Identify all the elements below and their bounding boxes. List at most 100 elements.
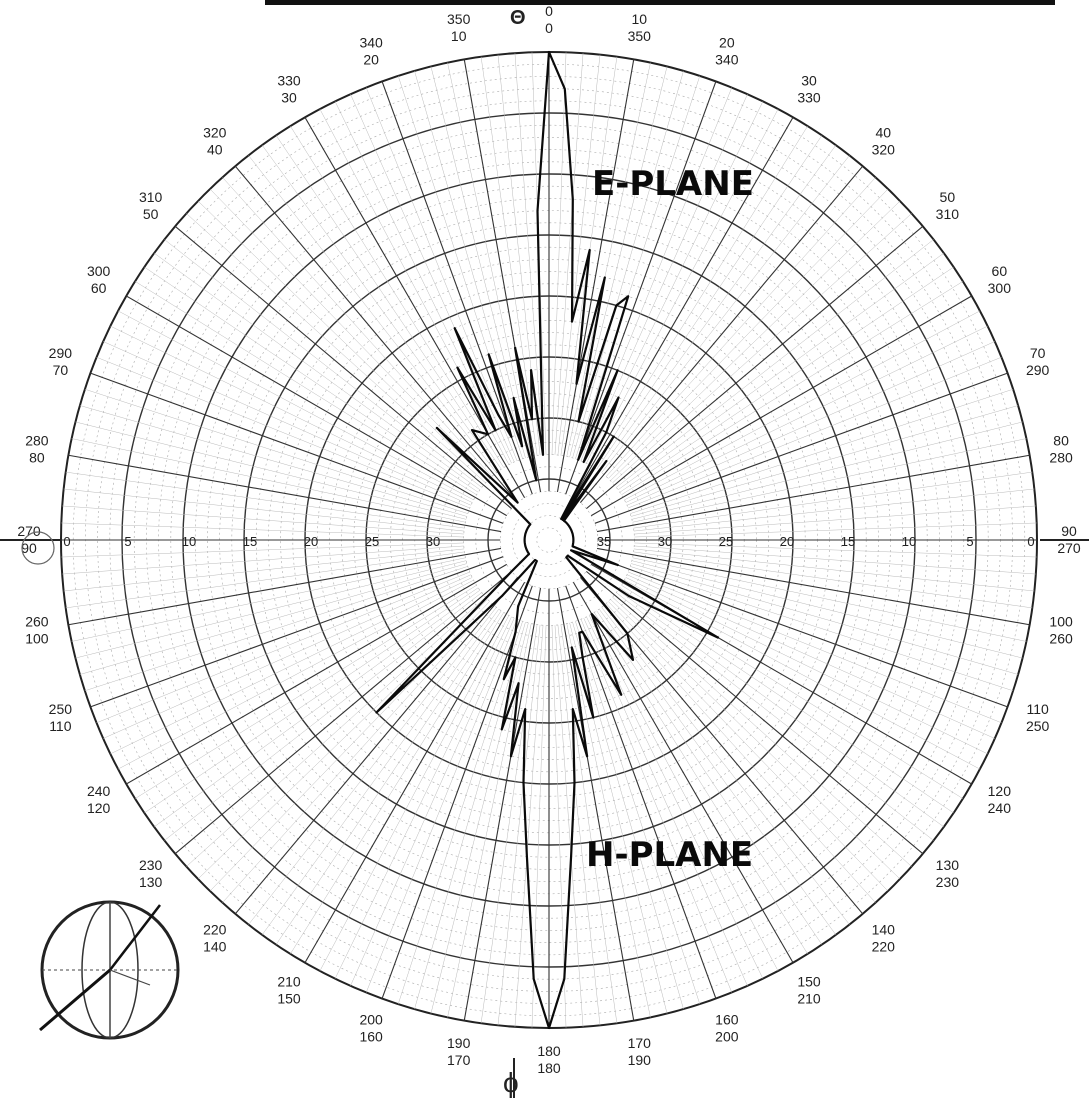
grid-spoke (551, 625, 567, 1028)
grid-spoke (463, 59, 542, 493)
angle-label-inner: 80 (29, 450, 45, 466)
grid-spoke (103, 341, 472, 506)
grid-spoke (625, 325, 988, 503)
angle-label-inner: 40 (207, 142, 223, 158)
grid-spoke (304, 117, 526, 499)
grid-spoke (572, 117, 794, 499)
grid-spoke (430, 66, 529, 458)
grid-spoke (350, 94, 515, 463)
angle-label-inner: 310 (936, 206, 960, 222)
radial-tick-label: 0 (1027, 534, 1034, 549)
grid-spoke (612, 596, 912, 867)
grid-spoke (596, 610, 823, 945)
grid-spoke (397, 621, 523, 1005)
radial-tick-label: 30 (426, 534, 440, 549)
grid-spoke (68, 547, 502, 626)
grid-spoke (75, 421, 467, 520)
grid-spoke (118, 579, 474, 770)
grid-spoke (579, 165, 864, 503)
grid-spoke (557, 624, 601, 1026)
angle-label-inner: 240 (988, 800, 1012, 816)
grid-spoke (628, 571, 1002, 724)
angle-label-outer: 20 (719, 34, 735, 50)
grid-spoke (96, 571, 470, 724)
angle-label-outer: 330 (277, 73, 301, 89)
grid-spoke (126, 295, 508, 517)
grid-spoke (610, 200, 901, 481)
angle-label-inner: 340 (715, 51, 739, 67)
theta-symbol: Θ (510, 7, 526, 29)
grid-spoke (154, 589, 481, 828)
grid-spoke (580, 619, 733, 993)
angle-label-outer: 240 (87, 783, 111, 799)
angle-label-inner: 180 (537, 1060, 561, 1076)
angle-label-inner: 270 (1057, 540, 1081, 556)
grid-spoke (164, 239, 482, 488)
grid-spoke (197, 200, 488, 481)
grid-spoke (624, 310, 980, 501)
grid-spoke (497, 624, 541, 1026)
grid-spoke (601, 607, 850, 925)
grid-spoke (608, 188, 889, 479)
grid-spoke (594, 612, 808, 954)
angle-label-outer: 340 (359, 34, 383, 50)
grid-spoke (569, 66, 668, 458)
grid-spoke (633, 471, 1033, 529)
grid-spoke (319, 109, 510, 465)
angle-label-outer: 80 (1053, 433, 1069, 449)
grid-spoke (617, 589, 944, 828)
grid-spoke (556, 59, 635, 493)
angle-label-outer: 0 (545, 3, 553, 19)
grid-spoke (261, 608, 500, 935)
grid-spoke (575, 621, 701, 1005)
angle-label-outer: 190 (447, 1035, 471, 1051)
grid-spoke (61, 522, 464, 538)
angle-label-inner: 30 (281, 90, 297, 106)
grid-spoke (248, 155, 497, 473)
angle-label-outer: 110 (1026, 701, 1049, 717)
angle-label-outer: 250 (49, 701, 73, 717)
angle-label-inner: 280 (1049, 450, 1073, 466)
angle-label-inner: 0 (545, 20, 553, 36)
grid-spoke (628, 356, 1002, 509)
grid-spoke (84, 566, 468, 692)
angle-label-inner: 70 (53, 362, 69, 378)
grid-spoke (560, 624, 618, 1024)
angle-label-inner: 90 (21, 540, 37, 556)
angle-label-inner: 130 (139, 874, 163, 890)
grid-circle (487, 478, 611, 602)
angle-label-inner: 140 (203, 938, 227, 954)
grid-spoke (633, 548, 1035, 592)
angle-label-outer: 120 (988, 783, 1012, 799)
polar-grid (60, 51, 1038, 1029)
angle-label-outer: 60 (992, 263, 1008, 279)
grid-spoke (608, 601, 889, 892)
grid-spoke (557, 54, 601, 456)
grid-spoke (551, 52, 567, 455)
grid-spoke (569, 622, 668, 1014)
radial-tick-label: 0 (63, 534, 70, 549)
grid-spoke (63, 548, 465, 592)
radial-tick-label: 5 (966, 534, 973, 549)
grid-spoke (594, 126, 808, 468)
angle-label-inner: 110 (49, 718, 72, 734)
grid-spoke (365, 619, 518, 993)
grid-spoke (79, 405, 467, 517)
grid-spoke (588, 109, 779, 465)
grid-spoke (565, 585, 717, 999)
radial-tick-label: 35 (597, 534, 611, 549)
angle-label-outer: 270 (17, 523, 41, 539)
angle-label-inner: 290 (1026, 362, 1050, 378)
angle-label-outer: 210 (277, 973, 301, 989)
angle-label-inner: 320 (872, 142, 896, 158)
angle-label-inner: 100 (25, 630, 49, 646)
grid-spoke (290, 126, 504, 468)
grid-spoke (234, 577, 519, 915)
angle-label-outer: 40 (875, 125, 891, 141)
grid-spoke (110, 325, 473, 503)
angle-label-outer: 70 (1030, 345, 1046, 361)
grid-spoke (586, 225, 924, 510)
radial-tick-label: 25 (719, 534, 733, 549)
